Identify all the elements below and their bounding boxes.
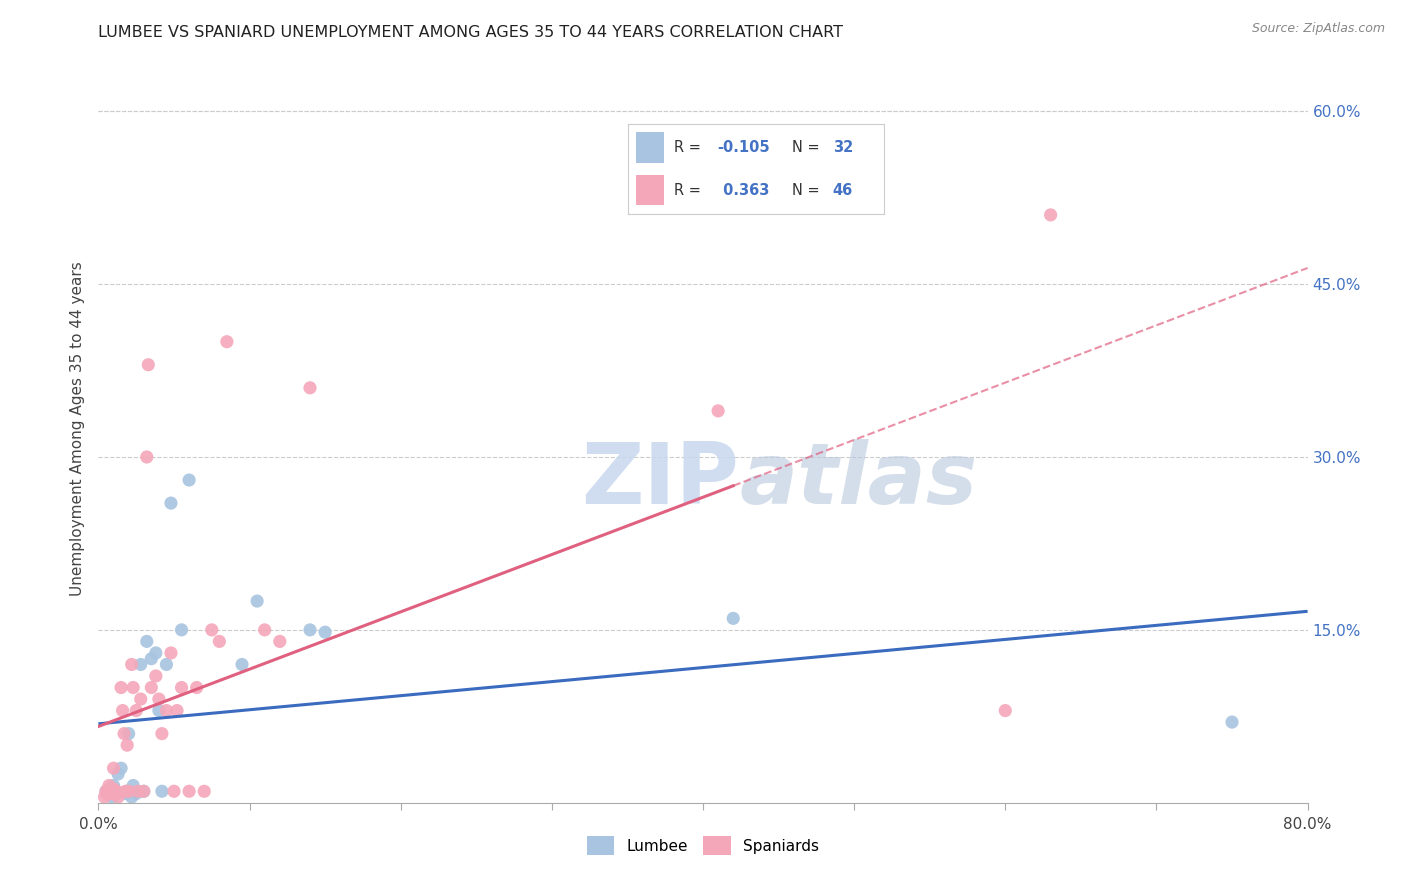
Point (166, 704, 188, 718)
Legend: Lumbee, Spaniards: Lumbee, Spaniards (579, 829, 827, 863)
Point (215, 334, 238, 349)
Point (94, 784, 117, 798)
Point (1220, 715, 1243, 730)
Point (104, 787, 127, 801)
Text: N =: N = (792, 183, 820, 198)
Point (110, 761, 132, 775)
Point (112, 726, 135, 740)
Point (148, 692, 170, 706)
Point (723, 611, 745, 625)
Point (269, 634, 291, 648)
Text: R =: R = (673, 183, 702, 198)
Point (132, 784, 155, 798)
Point (98, 787, 121, 801)
Point (707, 404, 730, 418)
Text: LUMBEE VS SPANIARD UNEMPLOYMENT AMONG AGES 35 TO 44 YEARS CORRELATION CHART: LUMBEE VS SPANIARD UNEMPLOYMENT AMONG AG… (98, 25, 844, 40)
Point (94, 784, 117, 798)
Point (132, 784, 155, 798)
Point (96, 787, 118, 801)
Point (299, 623, 322, 637)
Point (103, 779, 125, 793)
Point (121, 657, 143, 672)
Point (1039, 208, 1062, 222)
Point (107, 767, 129, 781)
Point (101, 790, 124, 805)
Point (135, 634, 157, 648)
Point (160, 646, 183, 660)
Point (104, 784, 127, 798)
Point (170, 681, 193, 695)
Point (101, 784, 124, 798)
Point (118, 726, 141, 740)
Point (145, 669, 167, 683)
Text: -0.105: -0.105 (717, 140, 770, 155)
Point (129, 657, 152, 672)
Point (150, 726, 173, 740)
Point (155, 657, 177, 672)
Point (125, 787, 148, 801)
Point (145, 646, 167, 660)
Point (160, 496, 183, 510)
Text: atlas: atlas (740, 439, 977, 522)
Point (201, 623, 224, 637)
Point (314, 625, 336, 640)
Point (135, 450, 157, 464)
Point (114, 787, 136, 801)
Point (115, 738, 138, 752)
Point (186, 681, 208, 695)
Point (155, 704, 177, 718)
Point (141, 651, 163, 665)
Point (110, 681, 132, 695)
Point (100, 787, 122, 801)
Point (163, 784, 186, 798)
Point (150, 784, 173, 798)
Point (299, 381, 322, 395)
Point (125, 704, 148, 718)
Point (179, 473, 201, 487)
Point (179, 784, 201, 798)
Point (246, 594, 269, 608)
Point (105, 787, 128, 801)
Point (111, 704, 134, 718)
Text: 32: 32 (832, 140, 853, 155)
Point (127, 784, 149, 798)
Text: R =: R = (673, 140, 702, 155)
Point (122, 779, 145, 793)
Point (148, 704, 170, 718)
Point (231, 657, 253, 672)
Point (129, 692, 152, 706)
Point (193, 784, 215, 798)
Text: N =: N = (792, 140, 820, 155)
Point (253, 623, 276, 637)
Text: 0.363: 0.363 (717, 183, 769, 198)
Point (103, 781, 125, 796)
Point (136, 358, 159, 372)
Text: 46: 46 (832, 183, 853, 198)
Point (114, 784, 136, 798)
Point (118, 784, 141, 798)
Point (103, 761, 125, 775)
Point (170, 623, 193, 637)
Y-axis label: Unemployment Among Ages 35 to 44 years: Unemployment Among Ages 35 to 44 years (69, 260, 84, 596)
Point (105, 784, 128, 798)
Point (121, 790, 143, 805)
Point (141, 681, 163, 695)
Point (100, 781, 122, 796)
Point (994, 704, 1017, 718)
Point (98, 779, 121, 793)
FancyBboxPatch shape (636, 132, 664, 162)
Text: ZIP: ZIP (582, 439, 740, 522)
Text: Source: ZipAtlas.com: Source: ZipAtlas.com (1251, 22, 1385, 36)
FancyBboxPatch shape (636, 175, 664, 205)
Point (107, 790, 129, 805)
Point (122, 681, 145, 695)
Point (208, 634, 231, 648)
Point (115, 784, 138, 798)
Point (93, 790, 115, 805)
